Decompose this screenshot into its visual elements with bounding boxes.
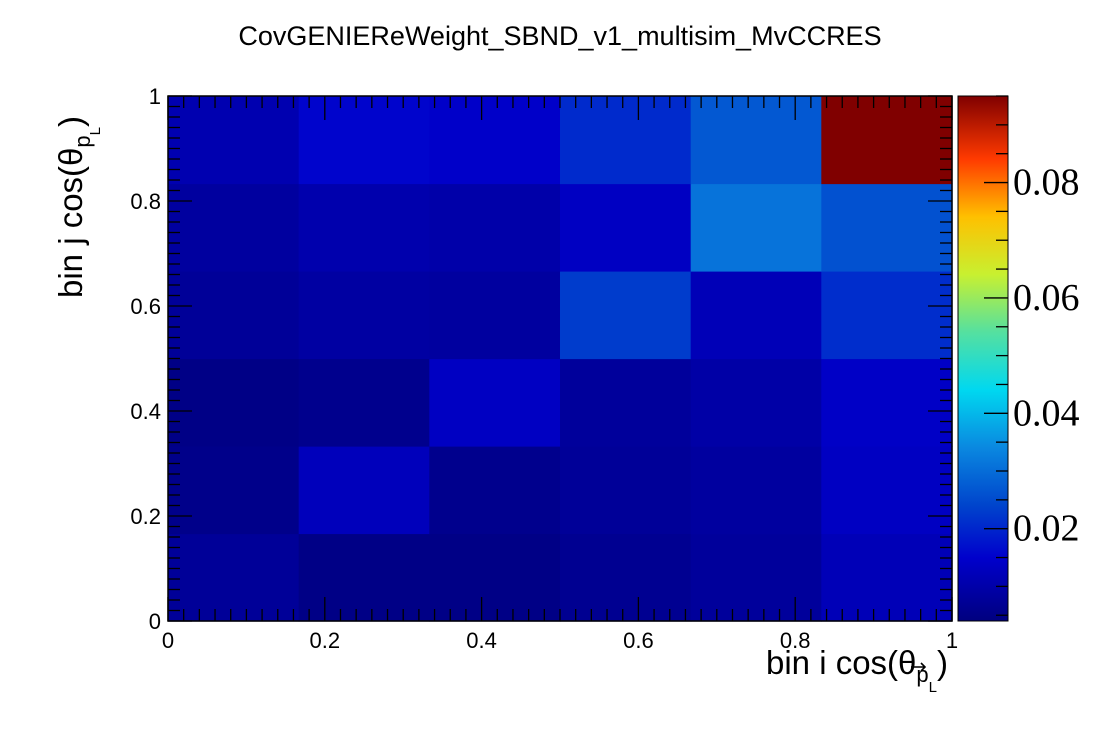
x-tick-label: 0: [162, 628, 174, 653]
x-tick-label: 0.8: [780, 628, 811, 653]
heatmap-cell-2-2: [429, 358, 561, 447]
color-scale-ticks: 0.02 0.04 0.06 0.08: [984, 95, 1080, 616]
color-scale-tick-label: 0.04: [1013, 392, 1080, 434]
color-scale-frame: [957, 95, 1009, 622]
x-tick-label: 0.6: [623, 628, 654, 653]
heatmap-cell-0-1: [168, 446, 300, 535]
x-tick-label: 1: [946, 628, 958, 653]
heatmap-cell-1-2: [298, 358, 430, 447]
y-tick-label: 1: [149, 84, 161, 109]
heatmap-cell-3-3: [560, 270, 692, 360]
heatmap-cell-0-5: [168, 96, 300, 185]
heatmap-cell-3-5: [560, 96, 692, 185]
heatmap-cell-2-1: [429, 446, 561, 535]
heatmap-cell-0-0: [168, 533, 300, 622]
x-tick-label: 0.2: [310, 628, 341, 653]
heatmap-cell-2-3: [429, 270, 561, 360]
color-scale-tick-label: 0.06: [1013, 277, 1080, 319]
heatmap-cell-4-1: [690, 446, 822, 535]
heatmap-cell-4-4: [690, 183, 822, 272]
x-axis-label-subsub: L: [929, 679, 937, 696]
heatmap-cell-5-3: [821, 270, 953, 360]
heatmap-cell-0-3: [168, 270, 300, 360]
heatmap-cell-5-1: [821, 446, 953, 535]
heatmap-cell-2-0: [429, 533, 561, 622]
y-axis-label: bin j cos(θpL): [52, 116, 104, 298]
y-tick-label: 0.8: [130, 189, 161, 214]
heatmap-cell-4-0: [690, 533, 822, 622]
heatmap-cell-1-5: [298, 96, 430, 185]
heatmap-cell-4-3: [690, 270, 822, 360]
heatmap-cells: [168, 96, 953, 622]
x-axis-label-close: ): [937, 644, 948, 681]
heatmap-cell-3-0: [560, 533, 692, 622]
heatmap-cell-0-2: [168, 358, 300, 447]
color-scale-tick-label: 0.08: [1013, 162, 1080, 204]
heatmap-cell-4-5: [690, 96, 822, 185]
x-tick-label: 0.4: [466, 628, 497, 653]
heatmap-cell-5-5: [821, 96, 953, 185]
y-axis-label-sub: p: [70, 135, 95, 147]
y-axis-label-subsub: L: [87, 127, 104, 135]
heatmap-cell-3-4: [560, 183, 692, 272]
heatmap-cell-1-0: [298, 533, 430, 622]
x-axis-label-sub: p: [916, 662, 928, 687]
x-axis-label-vector-arrow: [911, 662, 927, 672]
color-scale-bar: [958, 96, 1008, 621]
heatmap-cell-2-4: [429, 183, 561, 272]
chart-title: CovGENIEReWeight_SBND_v1_multisim_MvCCRE…: [238, 21, 881, 51]
heatmap-cell-4-2: [690, 358, 822, 447]
y-tick-label: 0.6: [130, 294, 161, 319]
y-tick-label: 0.4: [130, 399, 161, 424]
y-tick-labels: 0 0.2 0.4 0.6 0.8 1: [130, 84, 161, 634]
heatmap-cell-1-1: [298, 446, 430, 535]
y-tick-label: 0.2: [130, 504, 161, 529]
heatmap-cell-5-4: [821, 183, 953, 272]
heatmap-cell-3-1: [560, 446, 692, 535]
heatmap-cell-5-2: [821, 358, 953, 447]
heatmap-cell-1-4: [298, 183, 430, 272]
x-tick-labels: 0 0.2 0.4 0.6 0.8 1: [162, 628, 958, 653]
x-axis-label: bin i cos(θpL): [766, 644, 948, 696]
heatmap-cell-1-3: [298, 270, 430, 360]
heatmap-cell-2-5: [429, 96, 561, 185]
axis-ticks: [167, 95, 953, 622]
heatmap-cell-0-4: [168, 183, 300, 272]
y-tick-label: 0: [149, 609, 161, 634]
color-scale-tick-label: 0.02: [1013, 508, 1080, 550]
y-axis-label-close: ): [52, 116, 89, 127]
heatmap-cell-3-2: [560, 358, 692, 447]
heatmap-cell-5-0: [821, 533, 953, 622]
